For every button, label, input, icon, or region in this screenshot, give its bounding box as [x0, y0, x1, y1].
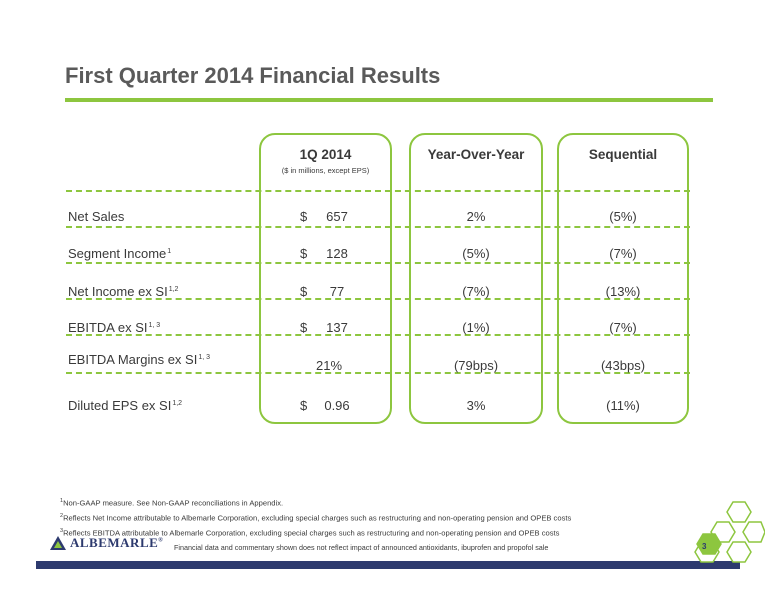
footnotes: 1Non-GAAP measure. See Non-GAAP reconcil…	[60, 495, 571, 539]
footnote: 1Non-GAAP measure. See Non-GAAP reconcil…	[60, 498, 284, 508]
title-underline	[65, 98, 713, 102]
disclaimer-note: Financial data and commentary shown does…	[174, 543, 549, 552]
column-box-1q2014	[259, 133, 392, 424]
column-box-sequential	[557, 133, 689, 424]
table-row-label: EBITDA Margins ex SI1, 3	[68, 352, 211, 367]
column-subheader-units: ($ in millions, except EPS)	[281, 166, 370, 175]
row-divider	[66, 190, 690, 192]
column-box-yoy	[409, 133, 543, 424]
column-header-sequential: Sequential	[588, 147, 658, 162]
table-row-label: Net Sales	[68, 209, 125, 224]
page-number: 3	[702, 542, 707, 551]
table-cell-yoy: (5%)	[462, 246, 490, 261]
table-cell-sequential: (7%)	[609, 246, 637, 261]
table-cell-yoy: 2%	[466, 209, 486, 224]
column-header-1q2014: 1Q 2014	[299, 147, 352, 162]
table-row-label: Net Income ex SI1,2	[68, 284, 179, 299]
table-cell-1q2014: 21%	[315, 358, 343, 373]
table-cell-yoy: 3%	[466, 398, 486, 413]
table-cell-sequential: (5%)	[609, 209, 637, 224]
table-row-label: EBITDA ex SI1, 3	[68, 320, 161, 335]
row-divider	[66, 298, 690, 300]
row-divider	[66, 262, 690, 264]
page-title: First Quarter 2014 Financial Results	[65, 63, 441, 88]
table-cell-sequential: (11%)	[606, 398, 640, 413]
table-cell-sequential: (13%)	[605, 284, 641, 299]
table-cell-sequential: (43bps)	[600, 358, 646, 373]
table-cell-1q2014: 0.96	[324, 398, 350, 413]
table-row-label: Diluted EPS ex SI1,2	[68, 398, 183, 413]
table-row-label: Segment Income1	[68, 246, 172, 261]
albemarle-mark-icon	[50, 536, 66, 550]
currency-symbol: $	[300, 209, 308, 224]
table-cell-yoy: (1%)	[462, 320, 490, 335]
company-logo: ALBEMARLE®	[50, 535, 163, 551]
currency-symbol: $	[300, 284, 308, 299]
hexagon-decoration-icon	[694, 501, 765, 563]
footnote: 3Reflects EBITDA attributable to Albemar…	[60, 527, 560, 538]
column-header-yoy: Year-Over-Year	[427, 147, 525, 162]
currency-symbol: $	[300, 246, 308, 261]
footer-bar	[36, 561, 740, 569]
table-cell-1q2014: 77	[329, 284, 345, 299]
currency-symbol: $	[300, 398, 308, 413]
table-cell-1q2014: 657	[326, 209, 348, 224]
table-cell-1q2014: 137	[326, 320, 348, 335]
table-cell-yoy: (79bps)	[453, 358, 499, 373]
row-divider	[66, 372, 690, 374]
table-cell-sequential: (7%)	[609, 320, 637, 335]
row-divider	[66, 226, 690, 228]
currency-symbol: $	[300, 320, 308, 335]
table-cell-yoy: (7%)	[462, 284, 490, 299]
footnote: 2Reflects Net Income attributable to Alb…	[60, 512, 572, 523]
table-cell-1q2014: 128	[326, 246, 348, 261]
row-divider	[66, 334, 690, 336]
